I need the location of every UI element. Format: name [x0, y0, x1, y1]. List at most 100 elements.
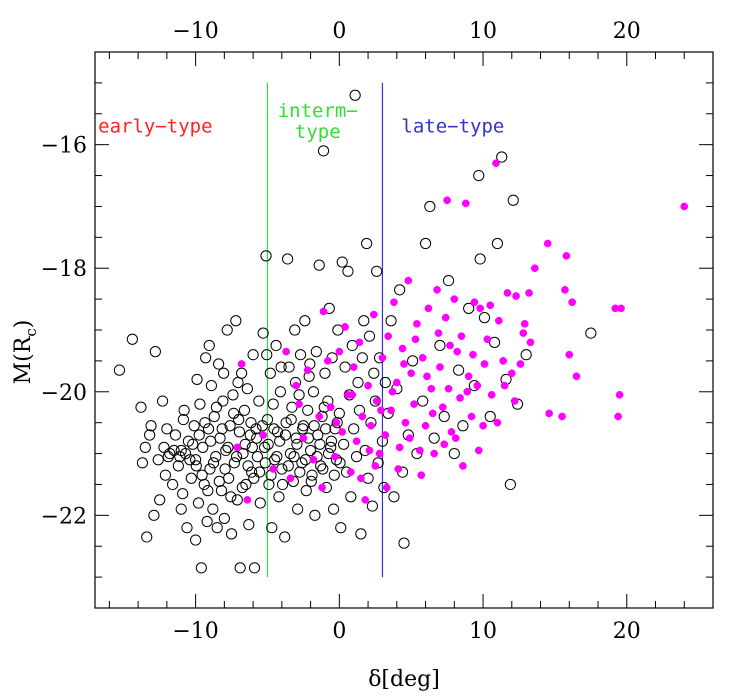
y-tick-label: −20	[41, 381, 87, 406]
open-point	[371, 265, 383, 277]
filled-point	[358, 412, 367, 421]
open-point	[283, 361, 295, 373]
open-point	[225, 528, 238, 540]
filled-point	[486, 301, 495, 310]
open-point	[300, 485, 312, 497]
filled-point	[331, 452, 339, 461]
open-point	[428, 432, 440, 444]
filled-point	[453, 347, 462, 356]
open-point	[207, 503, 219, 515]
open-point	[274, 435, 286, 447]
open-point	[235, 367, 248, 379]
filled-point	[237, 360, 246, 368]
open-point	[279, 429, 292, 441]
open-point	[218, 512, 230, 525]
open-point	[264, 367, 276, 379]
open-point	[218, 367, 230, 379]
filled-point	[434, 329, 443, 337]
open-point	[215, 485, 228, 497]
filled-point	[387, 406, 395, 415]
open-point	[355, 528, 367, 540]
open-point	[327, 503, 340, 515]
open-point	[239, 438, 251, 450]
open-point	[198, 478, 210, 491]
open-point	[203, 339, 215, 352]
open-point	[491, 237, 504, 250]
open-point	[325, 441, 337, 453]
open-point	[285, 413, 297, 426]
filled-point	[352, 437, 361, 446]
open-point	[307, 386, 320, 398]
open-point	[299, 315, 311, 327]
open-point	[158, 441, 170, 453]
open-point	[202, 423, 215, 435]
open-point	[156, 395, 169, 407]
filled-point	[411, 335, 420, 344]
open-point	[345, 491, 357, 503]
filled-point	[332, 418, 341, 427]
open-point	[504, 478, 516, 491]
x-axis-title: δ[deg]	[368, 667, 440, 692]
open-point	[496, 151, 508, 163]
open-point	[267, 398, 279, 410]
filled-point	[456, 394, 464, 402]
region-labels: early−type interm−type late−type	[98, 100, 504, 143]
open-point	[191, 373, 203, 386]
open-point	[442, 274, 455, 287]
open-point	[213, 358, 225, 370]
open-point	[205, 435, 217, 447]
open-point	[294, 349, 307, 361]
open-point	[246, 466, 258, 478]
open-point	[356, 352, 368, 364]
open-point	[320, 423, 332, 435]
open-point	[159, 469, 172, 481]
open-point	[438, 410, 450, 423]
open-point	[294, 466, 306, 478]
open-point	[187, 438, 199, 450]
open-point	[174, 451, 186, 463]
filled-point	[309, 455, 318, 464]
open-point	[268, 423, 280, 435]
open-point	[199, 417, 211, 429]
filled-point	[495, 316, 503, 325]
open-point	[349, 89, 361, 101]
filled-point	[413, 319, 421, 328]
open-point	[225, 491, 237, 503]
filled-point	[381, 431, 390, 439]
open-point	[179, 447, 192, 460]
open-point	[246, 441, 258, 453]
open-point	[261, 349, 273, 361]
open-point	[297, 423, 309, 435]
open-point	[314, 438, 326, 450]
open-point	[292, 503, 304, 515]
open-point	[309, 509, 321, 521]
filled-point	[561, 285, 569, 294]
open-point	[336, 256, 348, 268]
filled-point	[292, 381, 301, 390]
filled-point	[479, 421, 487, 430]
open-point	[317, 145, 330, 157]
open-point	[331, 417, 343, 429]
open-point	[236, 481, 248, 494]
filled-point	[476, 304, 485, 313]
open-point	[289, 324, 301, 336]
open-point	[473, 169, 485, 182]
open-point	[308, 420, 320, 432]
open-point	[334, 457, 346, 469]
filled-point	[443, 196, 451, 205]
open-point	[248, 562, 261, 574]
open-point	[232, 376, 244, 389]
filled-point	[474, 446, 483, 455]
filled-point	[400, 360, 408, 368]
open-point	[190, 534, 202, 546]
filled-point	[392, 378, 401, 387]
filled-point	[451, 434, 460, 442]
open-point	[293, 389, 305, 401]
open-point	[164, 447, 176, 460]
open-point	[361, 237, 373, 250]
open-point	[228, 457, 241, 469]
open-point	[394, 284, 406, 296]
filled-point	[318, 483, 326, 492]
open-point	[210, 451, 222, 463]
open-point	[306, 469, 318, 481]
